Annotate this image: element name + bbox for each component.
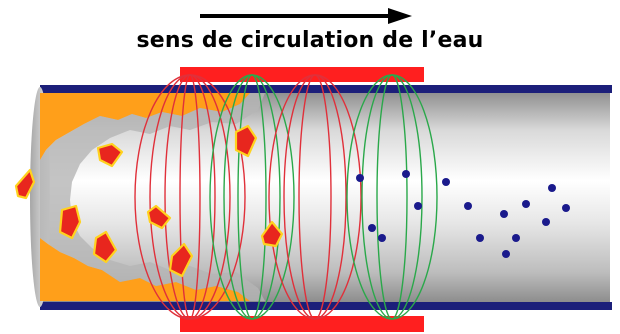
particle [442,178,450,186]
particle [522,200,530,208]
coil-green-2 [346,74,438,320]
particle [562,204,570,212]
arrow-right-icon [200,8,412,24]
clamp-bottom [180,316,424,332]
particle [464,202,472,210]
particle [476,234,484,242]
crystal [14,168,36,200]
particle [378,234,386,242]
clamp-top [180,67,424,82]
crystal [92,230,118,264]
scale-deposit [40,93,265,301]
particle [368,224,376,232]
particle [542,218,550,226]
crystal [168,242,194,278]
particle [414,202,422,210]
particle [402,170,410,178]
particle [548,184,556,192]
particle [356,174,364,182]
particle [502,250,510,258]
crystal [260,220,284,248]
crystal [146,204,172,230]
crystal [234,124,258,158]
particle [500,210,508,218]
crystal [96,142,124,168]
particle [512,234,520,242]
coil-red-1 [134,74,246,320]
scale-crystals [14,124,284,278]
dispersed-particles [356,170,570,258]
coil-red-2 [268,74,362,320]
crystal [58,204,82,240]
flow-direction-label: sens de circulation de l’eau [136,28,484,53]
coil-green-1 [209,74,295,320]
